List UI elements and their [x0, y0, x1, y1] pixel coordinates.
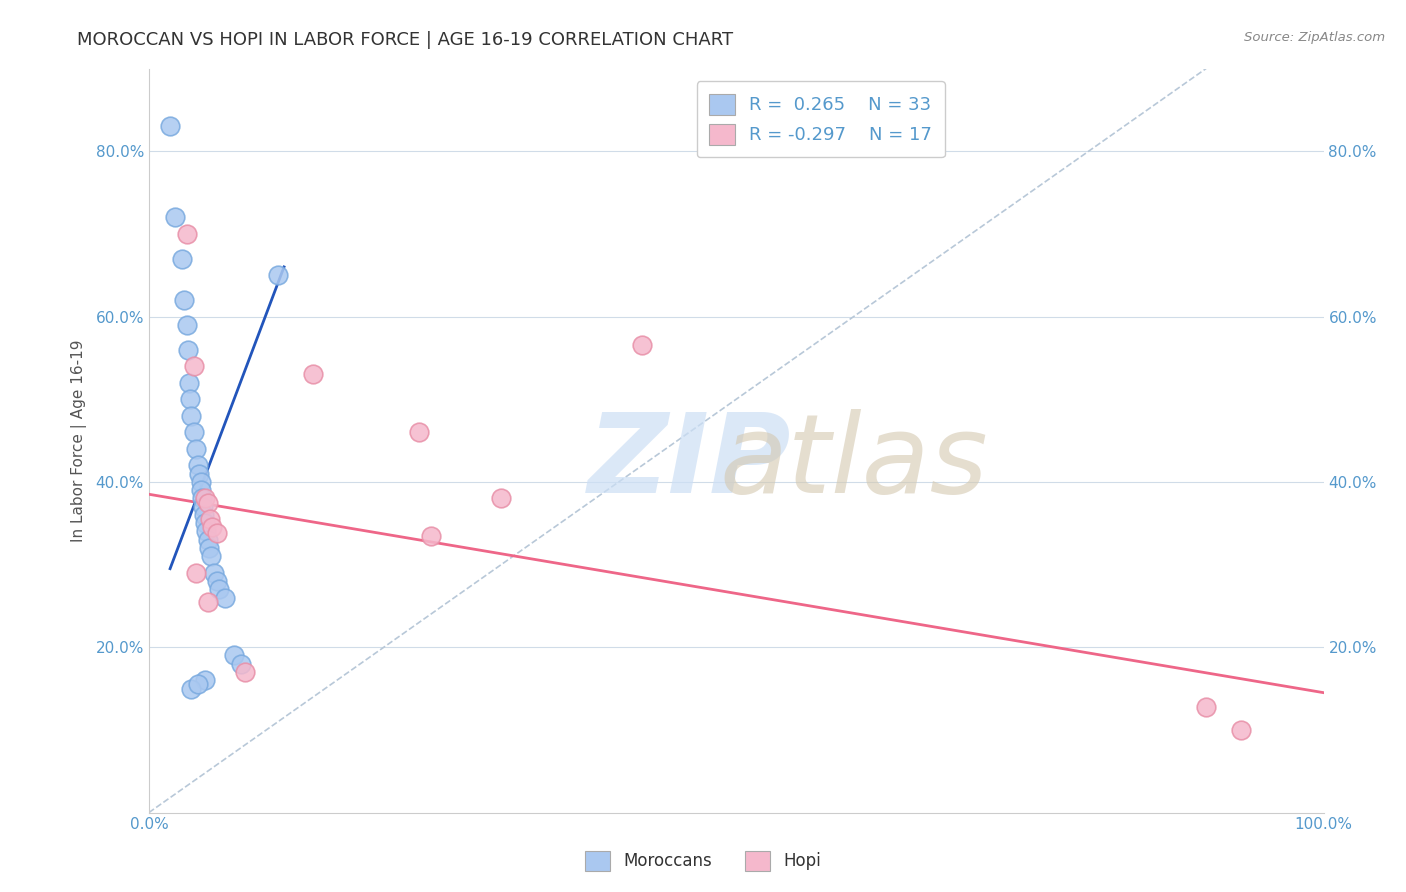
Point: [194, 516, 217, 531]
Point: [170, 252, 193, 266]
Point: [1230, 723, 1253, 737]
Point: [190, 483, 212, 497]
Point: [419, 528, 441, 542]
Point: [191, 500, 214, 514]
Point: [163, 211, 186, 225]
Point: [214, 591, 236, 605]
Point: [183, 425, 205, 440]
Point: [194, 673, 217, 688]
Point: [491, 491, 513, 506]
Point: [195, 524, 218, 539]
Legend: R =  0.265    N = 33, R = -0.297    N = 17: R = 0.265 N = 33, R = -0.297 N = 17: [696, 81, 945, 157]
Point: [200, 549, 222, 564]
Point: [205, 526, 228, 541]
Point: [184, 442, 207, 456]
Point: [197, 533, 219, 547]
Legend: Moroccans, Hopi: Moroccans, Hopi: [576, 842, 830, 880]
Point: [1195, 699, 1218, 714]
Text: atlas: atlas: [720, 409, 988, 516]
Point: [202, 566, 225, 580]
Point: [201, 520, 224, 534]
Point: [184, 566, 207, 580]
Point: [267, 268, 290, 283]
Point: [187, 458, 209, 473]
Point: [159, 120, 181, 134]
Point: [229, 657, 252, 671]
Point: [177, 376, 200, 390]
Point: [198, 541, 221, 555]
Point: [193, 508, 215, 522]
Point: [176, 318, 198, 332]
Point: [205, 574, 228, 588]
Point: [222, 648, 245, 663]
Point: [302, 368, 325, 382]
Point: [233, 665, 256, 679]
Point: [408, 425, 430, 440]
Point: [194, 491, 217, 506]
Point: [187, 677, 209, 691]
Point: [180, 409, 202, 423]
Point: [208, 582, 231, 597]
Point: [176, 227, 198, 241]
Point: [631, 338, 654, 352]
Point: [198, 512, 221, 526]
Point: [176, 343, 198, 357]
Text: MOROCCAN VS HOPI IN LABOR FORCE | AGE 16-19 CORRELATION CHART: MOROCCAN VS HOPI IN LABOR FORCE | AGE 16…: [77, 31, 734, 49]
Point: [173, 293, 195, 307]
Text: Source: ZipAtlas.com: Source: ZipAtlas.com: [1244, 31, 1385, 45]
Point: [179, 392, 201, 407]
Point: [197, 495, 219, 509]
Point: [188, 467, 211, 481]
Point: [183, 359, 205, 373]
Y-axis label: In Labor Force | Age 16-19: In Labor Force | Age 16-19: [72, 339, 87, 541]
Text: ZIP: ZIP: [588, 409, 792, 516]
Point: [180, 681, 202, 696]
Point: [191, 491, 214, 506]
Point: [190, 475, 212, 489]
Point: [197, 595, 219, 609]
